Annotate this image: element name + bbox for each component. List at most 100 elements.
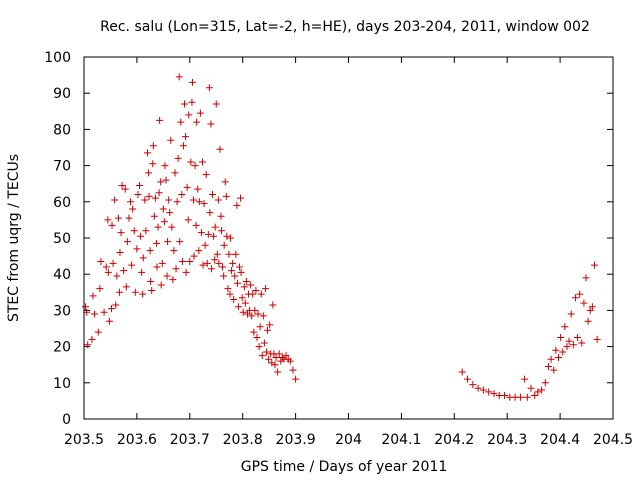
data-point [111, 196, 119, 204]
data-point [567, 310, 575, 318]
data-point [136, 182, 144, 190]
data-point [226, 290, 234, 298]
data-point [237, 268, 245, 276]
data-point [219, 263, 227, 271]
data-point [159, 205, 167, 213]
data-point [109, 259, 117, 267]
data-point [204, 230, 212, 238]
data-point [108, 305, 116, 313]
data-point [139, 254, 147, 262]
data-point [228, 267, 236, 275]
data-point [123, 238, 131, 246]
data-point [166, 209, 174, 217]
data-point [275, 350, 283, 358]
chart-title: Rec. salu (Lon=315, Lat=-2, h=HE), days … [100, 19, 590, 35]
data-point [120, 267, 128, 275]
data-point [134, 191, 142, 199]
data-point [102, 263, 110, 271]
data-point [167, 136, 175, 144]
data-point [271, 361, 279, 369]
data-point [474, 384, 482, 392]
data-point [89, 292, 97, 300]
data-point [207, 265, 215, 273]
x-tick-label: 203.7 [170, 432, 210, 448]
data-point [225, 250, 233, 258]
data-point [257, 290, 265, 298]
data-point [165, 196, 173, 204]
data-point [250, 328, 258, 336]
y-tick-label: 60 [53, 195, 71, 211]
data-point [178, 191, 186, 199]
data-point [169, 276, 177, 284]
data-point [188, 78, 196, 86]
data-point [164, 238, 172, 246]
data-point [265, 355, 273, 363]
data-point [523, 393, 531, 401]
data-point [171, 169, 179, 177]
x-tick-label: 204.1 [381, 432, 421, 448]
y-tick-label: 30 [53, 303, 71, 319]
data-point [220, 241, 228, 249]
data-point [179, 142, 187, 150]
data-point [593, 335, 601, 343]
data-point [149, 160, 157, 168]
data-point [197, 229, 205, 237]
data-point [185, 111, 193, 119]
data-point [239, 308, 247, 316]
data-point [582, 274, 590, 282]
data-point [100, 308, 108, 316]
data-point [254, 310, 262, 318]
data-point [237, 194, 245, 202]
data-point [190, 196, 198, 204]
data-point [143, 149, 151, 157]
data-point [117, 229, 125, 237]
data-point [249, 290, 257, 298]
x-axis-label: GPS time / Days of year 2011 [241, 459, 448, 475]
data-point [586, 306, 594, 314]
data-point [130, 227, 138, 235]
data-point [108, 221, 116, 229]
data-point [173, 198, 181, 206]
data-point [148, 286, 156, 294]
data-point [128, 261, 136, 269]
y-tick-label: 10 [53, 376, 71, 392]
x-tick-label: 204.4 [540, 432, 580, 448]
data-point [198, 158, 206, 166]
data-point [263, 348, 271, 356]
data-point [534, 388, 542, 396]
data-point [212, 100, 220, 108]
data-point [569, 341, 577, 349]
data-point [129, 205, 137, 213]
data-point [479, 386, 487, 394]
data-point [139, 290, 147, 298]
data-point [252, 286, 260, 294]
data-point [211, 223, 219, 231]
data-point [157, 178, 165, 186]
data-point [231, 272, 239, 280]
data-point [292, 375, 300, 383]
data-point [184, 216, 192, 224]
x-tick-label: 203.5 [64, 432, 104, 448]
axis-ticks: 203.5 203.6 203.7 203.8 203.9 204 204.1 204.2 20… [44, 50, 633, 448]
data-point [181, 100, 189, 108]
y-tick-label: 80 [53, 122, 71, 138]
data-point [223, 232, 231, 240]
data-point [112, 301, 120, 309]
data-point [104, 268, 112, 276]
data-point [113, 272, 121, 280]
data-point [547, 355, 555, 363]
data-point [84, 341, 92, 349]
data-point [501, 391, 509, 399]
data-point [559, 348, 567, 356]
data-point [220, 272, 228, 280]
data-point [278, 353, 286, 361]
data-point [213, 250, 221, 258]
data-point [94, 328, 102, 336]
data-point [578, 339, 586, 347]
data-point [193, 118, 201, 126]
data-point [531, 391, 539, 399]
data-point [154, 223, 162, 231]
data-point [182, 268, 190, 276]
x-tick-label: 204.5 [593, 432, 633, 448]
data-point [580, 299, 588, 307]
